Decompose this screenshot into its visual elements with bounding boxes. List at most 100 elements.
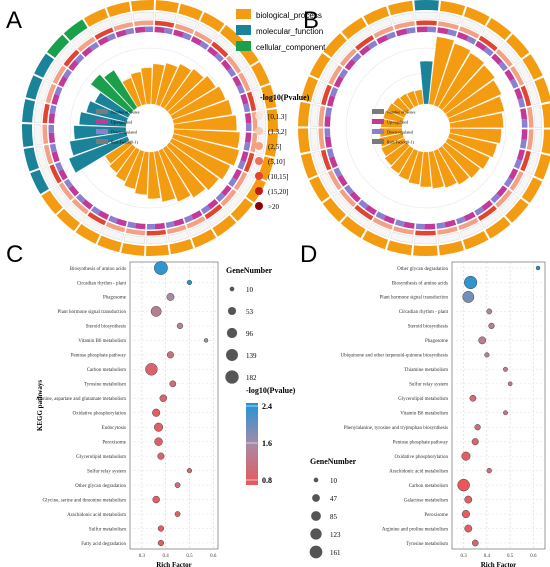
gene-count-segment [332,41,354,64]
up-regulated-segment [504,69,515,82]
gene-count-segment [33,101,45,124]
pathway-label: Steroid biosynthesis [408,325,448,330]
down-regulated-segment [326,148,335,158]
gene-count-segment [319,172,338,196]
category-segment [212,215,237,237]
up-regulated-segment [329,156,338,169]
gene-count-segment [312,150,327,175]
down-regulated-segment [48,124,55,134]
gene-count-segment [230,49,249,71]
rich-factor-bar [68,136,130,173]
down-regulated-segment [125,27,135,35]
panel-letter-c: C [6,241,23,268]
size-legend-title: GeneNumber [310,457,357,466]
pathway-label: Steroid biosynthesis [86,325,126,330]
up-regulated-segment [115,218,127,227]
up-regulated-segment [48,113,56,124]
down-regulated-segment [324,128,331,138]
pathway-bubble [462,291,475,303]
category-swatch [236,41,251,51]
category-segment [34,53,54,78]
pvalue-bin-swatch [255,112,263,120]
up-regulated-segment [403,221,415,229]
pvalue-segment [166,224,187,235]
down-regulated-segment [406,27,416,34]
up-regulated-segment [68,185,80,197]
category-segment [25,75,43,100]
down-regulated-segment [474,206,485,216]
down-regulated-segment [182,32,192,41]
gene-count-segment [414,236,437,245]
up-regulated-segment [508,168,519,181]
down-regulated-segment [483,46,494,57]
category-segment [534,77,550,104]
pathway-bubble [461,451,471,461]
category-segment [341,17,367,40]
pvalue-colorbar: -log10(Pvalue) 2.4 1.6 0.8 [246,386,296,485]
down-regulated-segment [54,86,63,96]
pvalue-segment [394,21,415,30]
pathway-bubble [507,381,513,387]
category-segment [191,229,217,248]
up-regulated-segment [244,112,252,124]
pvalue-segment [154,20,175,28]
category-segment [230,198,253,222]
down-regulated-segment [503,177,514,188]
gene-count-segment [348,208,371,228]
up-regulated-segment [491,53,503,65]
category-segment [130,0,154,12]
down-regulated-segment [436,222,446,229]
pathway-label: Glycerolipid metabolism [398,397,448,402]
category-segment [322,197,346,222]
category-segment [386,240,413,256]
up-regulated-segment [463,211,476,222]
pvalue-segment [373,25,394,39]
pathway-bubble [469,394,477,402]
pvalue-segment [186,216,206,229]
size-legend-circle [310,528,322,540]
pvalue-segment [77,36,96,52]
down-regulated-segment [344,184,354,195]
pvalue-segment [174,23,195,35]
pvalue-segment [520,150,531,172]
rich-factor-bar [442,65,496,115]
category-label: cellular_component [256,43,326,52]
pathway-bubble [478,336,487,345]
rich-factor-bar [379,127,403,138]
category-segment [251,61,270,87]
size-legend-circle [225,370,239,384]
rich-factor-bar [115,147,140,182]
down-regulated-segment [146,223,156,230]
pathway-bubble [157,525,165,532]
pathway-label: Peroxisome [424,513,448,518]
rich-factor-bar [449,112,504,129]
pathway-label: Circadian rhythm - plant [77,281,127,286]
down-regulated-segment [62,69,72,79]
gene-count-segment [514,173,532,197]
pathway-bubble [484,352,490,358]
category-segment [438,240,464,256]
gene-count-segment [65,202,86,222]
rich-factor-bar [150,63,165,105]
gene-count-segment [499,42,520,64]
down-regulated-segment [466,35,477,45]
pathway-bubble [488,322,495,330]
pvalue-segment [133,20,154,27]
circular-chart-b [298,0,550,256]
up-regulated-segment [51,93,60,105]
gene-count-segment [437,231,461,244]
down-regulated-segment [183,214,194,223]
x-axis-title: Rich Factor [156,561,192,567]
gene-count-segment [224,192,244,213]
gene-count-segment [368,222,392,239]
pvalue-segment [339,188,357,207]
rich-factor-bar [381,137,407,157]
gene-count-segment [312,80,327,105]
down-regulated-segment [236,84,245,95]
pvalue-segment [328,65,343,85]
rich-factor-bar [445,137,490,170]
category-segment [63,19,88,41]
rich-factor-bar [164,68,204,112]
gene-count-segment [532,105,543,128]
pvalue-segment [495,189,513,208]
